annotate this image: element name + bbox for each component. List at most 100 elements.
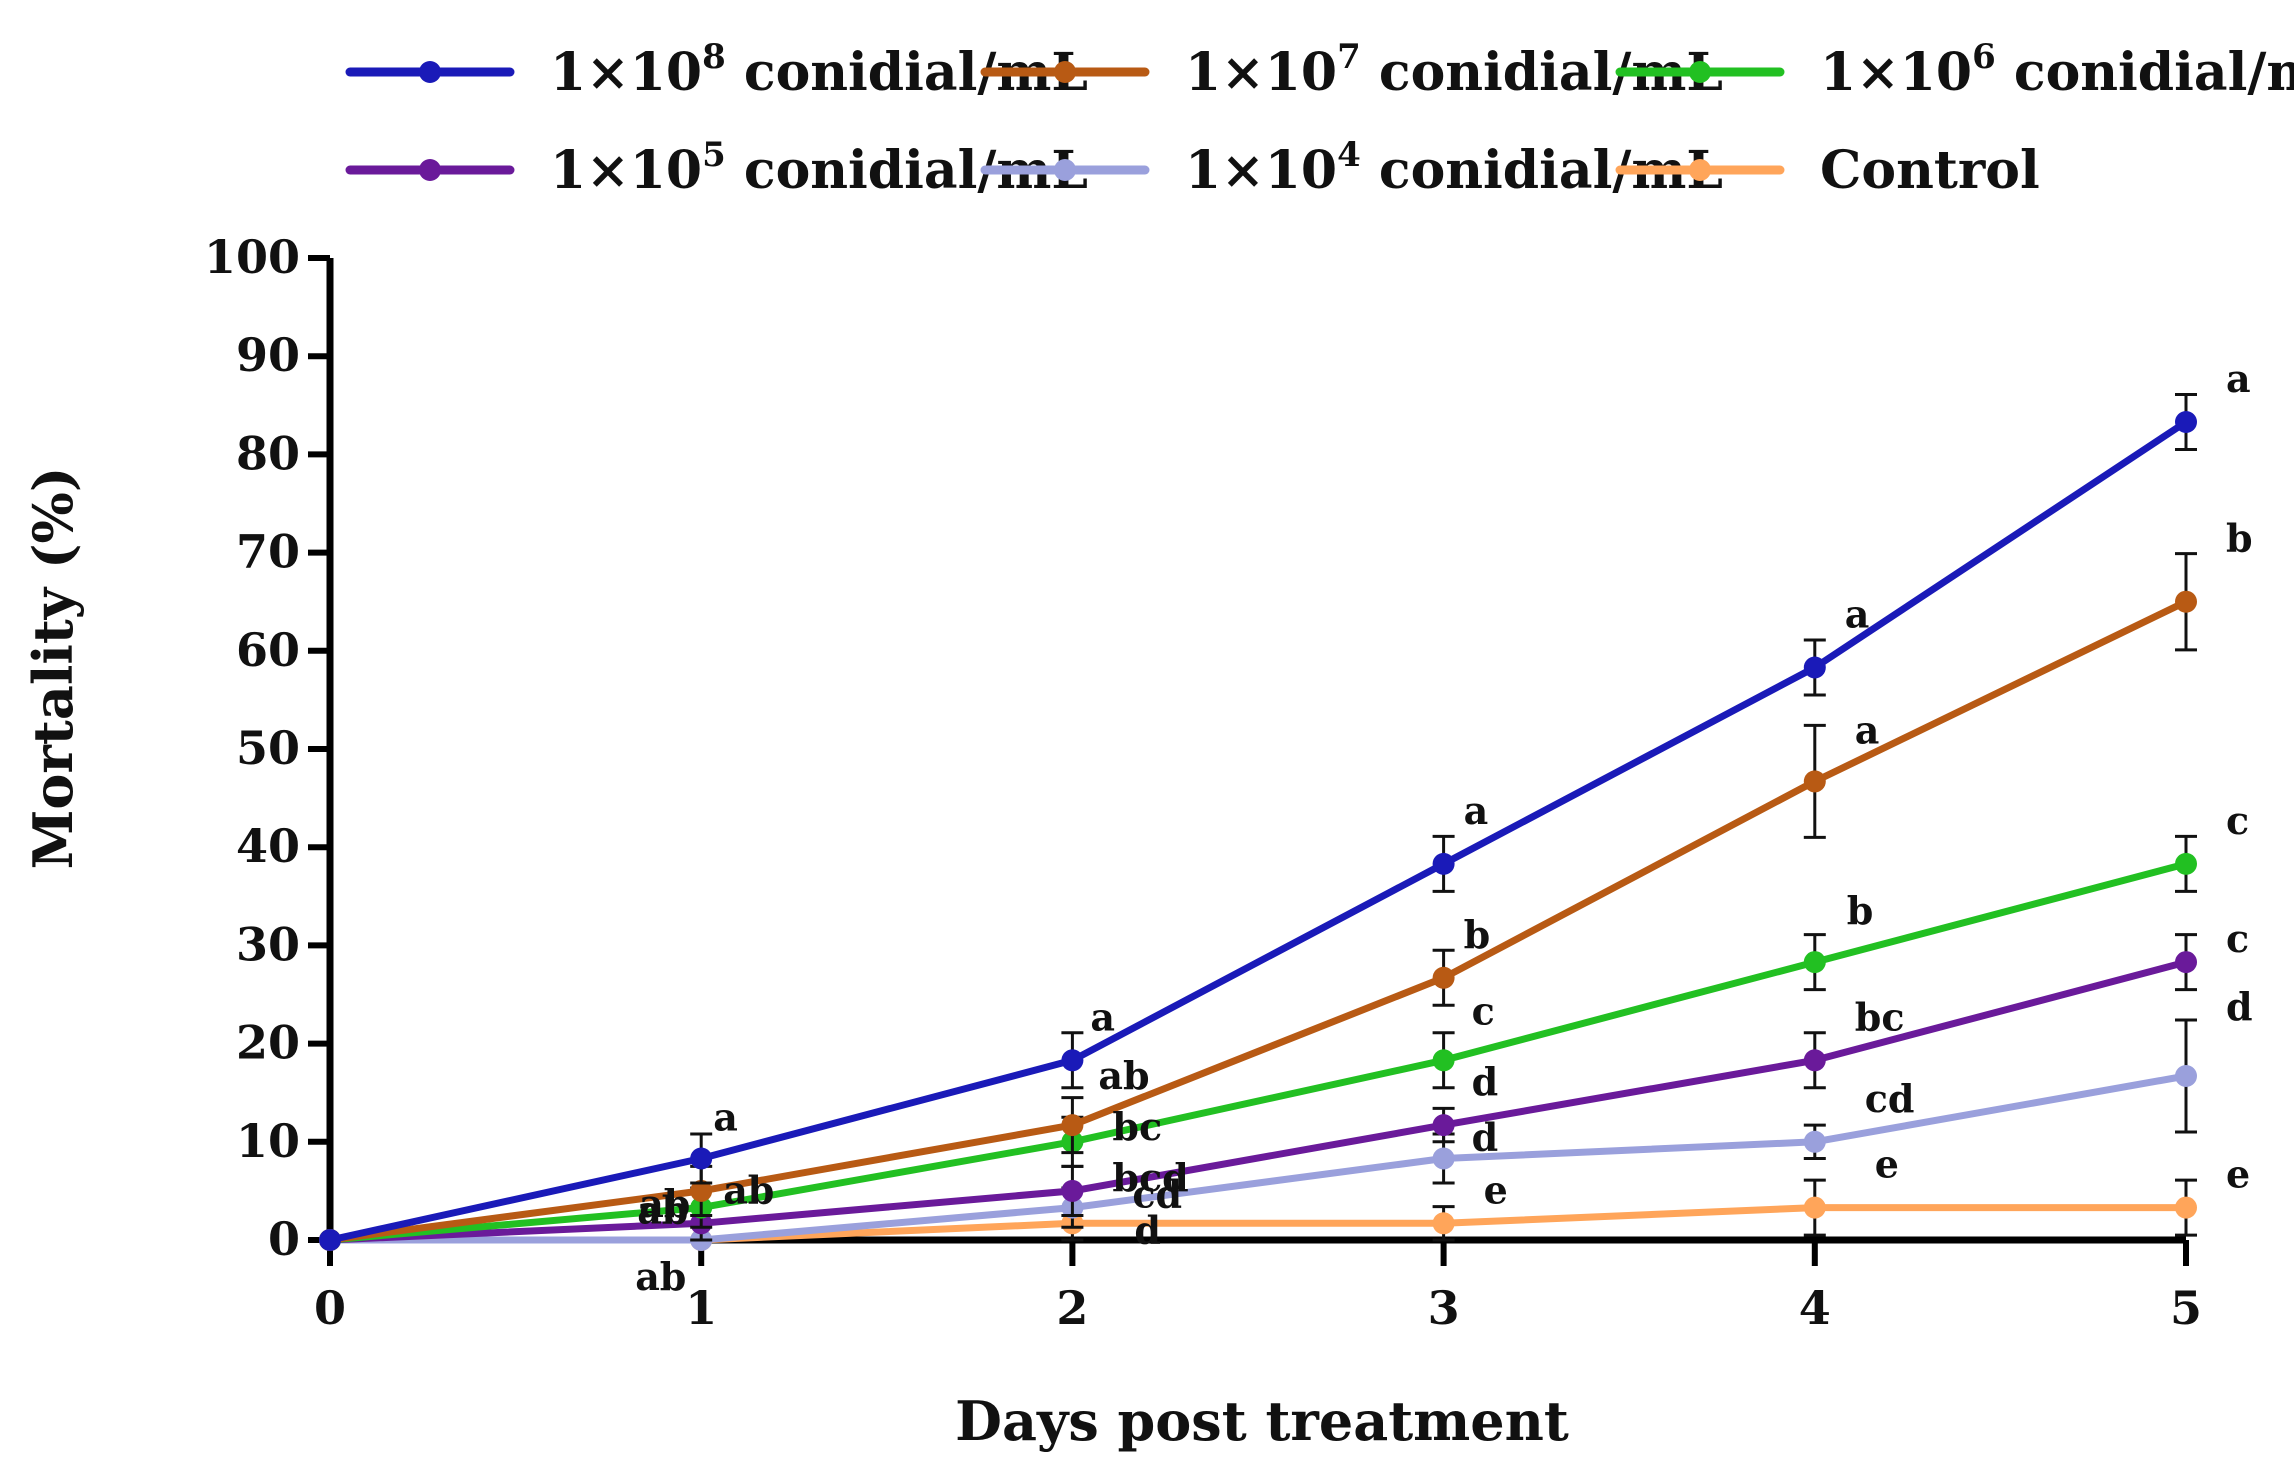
series-line bbox=[326, 860, 2190, 1244]
significance-label: bcd bbox=[1112, 1155, 1188, 1200]
significance-label: c bbox=[1472, 988, 1495, 1033]
series-2 bbox=[319, 552, 2197, 1251]
significance-label: bc bbox=[1112, 1104, 1162, 1149]
data-point bbox=[1061, 1049, 1084, 1072]
significance-label: d bbox=[1134, 1207, 1161, 1252]
significance-label: bc bbox=[1855, 994, 1905, 1039]
data-point bbox=[1061, 1179, 1084, 1202]
significance-label: b bbox=[1847, 888, 1874, 933]
data-point bbox=[2175, 1196, 2197, 1219]
data-point bbox=[1803, 770, 1826, 793]
significance-label: a bbox=[1855, 707, 1880, 752]
legend-label: Control bbox=[1820, 140, 2040, 201]
significance-label: e bbox=[2226, 1152, 2250, 1197]
legend-item-5: 1×104 conidial/mL bbox=[980, 135, 1723, 201]
significance-label: a bbox=[2226, 356, 2251, 401]
data-point bbox=[1432, 1147, 1455, 1170]
series-line bbox=[326, 1072, 2190, 1244]
significance-label: a bbox=[713, 1094, 738, 1139]
data-point bbox=[1432, 966, 1455, 989]
series-3 bbox=[319, 834, 2197, 1251]
significance-label: c bbox=[2226, 798, 2249, 843]
data-point bbox=[690, 1179, 713, 1202]
data-point bbox=[2175, 1065, 2197, 1088]
y-tick-label: 10 bbox=[236, 1114, 300, 1168]
x-tick-label: 4 bbox=[1799, 1281, 1831, 1335]
legend-swatch-marker bbox=[419, 159, 441, 181]
y-tick-label: 60 bbox=[236, 623, 300, 677]
legend-swatch-marker bbox=[1054, 61, 1076, 83]
significance-label: d bbox=[1472, 1114, 1499, 1159]
y-tick-label: 0 bbox=[268, 1212, 300, 1266]
significance-label: d bbox=[2226, 984, 2253, 1029]
legend-item-3: 1×106 conidial/mL bbox=[1615, 37, 2294, 103]
data-point bbox=[1432, 1049, 1455, 1072]
significance-label: ab bbox=[639, 1181, 690, 1226]
significance-label: c bbox=[2226, 916, 2249, 961]
significance-label: d bbox=[1472, 1059, 1499, 1104]
significance-label: ab bbox=[635, 1254, 686, 1299]
data-point bbox=[2175, 951, 2197, 974]
y-tick-label: 40 bbox=[236, 819, 300, 873]
significance-label: ab bbox=[637, 1187, 688, 1232]
x-axis-title: Days post treatment bbox=[955, 1389, 1569, 1453]
series-1 bbox=[319, 392, 2197, 1251]
legend-swatch-marker bbox=[1689, 61, 1711, 83]
data-point bbox=[1803, 1196, 1826, 1219]
significance-label: cd bbox=[1132, 1172, 1182, 1217]
legend-label: 1×105 conidial/mL bbox=[550, 135, 1088, 201]
data-point bbox=[1432, 1114, 1455, 1137]
y-tick-label: 50 bbox=[236, 721, 300, 775]
legend-swatch-marker bbox=[1054, 159, 1076, 181]
significance-label: cd bbox=[1865, 1076, 1915, 1121]
data-point bbox=[1803, 1130, 1826, 1153]
significance-label: e bbox=[1484, 1167, 1508, 1212]
significance-label: e bbox=[1875, 1142, 1899, 1187]
data-point bbox=[1061, 1114, 1084, 1137]
legend: 1×108 conidial/mL 1×107 conidial/mL 1×106 … bbox=[345, 37, 2294, 201]
legend-item-6: Control bbox=[1615, 140, 2040, 201]
legend-swatch-marker bbox=[419, 61, 441, 83]
series-lines bbox=[319, 392, 2197, 1251]
significance-label: ab bbox=[723, 1168, 774, 1213]
x-tick-label: 3 bbox=[1428, 1281, 1460, 1335]
data-point bbox=[1803, 951, 1826, 974]
data-point bbox=[1803, 656, 1826, 679]
significance-label: b bbox=[2226, 516, 2253, 561]
series-line bbox=[326, 418, 2190, 1244]
y-tick-label: 90 bbox=[236, 328, 300, 382]
y-tick-label: 20 bbox=[236, 1016, 300, 1070]
series-line bbox=[326, 598, 2190, 1244]
significance-label: a bbox=[1464, 788, 1489, 833]
significance-label: ab bbox=[1098, 1053, 1149, 1098]
data-point bbox=[690, 1147, 713, 1170]
x-tick-label: 2 bbox=[1056, 1281, 1088, 1335]
x-tick-label: 0 bbox=[314, 1281, 346, 1335]
data-point bbox=[319, 1229, 341, 1251]
significance-label: a bbox=[1845, 591, 1870, 636]
data-point bbox=[2175, 852, 2197, 875]
data-point bbox=[2175, 590, 2197, 613]
data-point bbox=[1803, 1049, 1826, 1072]
significance-label: a bbox=[1090, 994, 1115, 1039]
y-tick-label: 70 bbox=[236, 525, 300, 579]
series-line bbox=[326, 958, 2190, 1244]
y-axis-title: Mortality (%) bbox=[21, 467, 85, 870]
legend-item-2: 1×107 conidial/mL bbox=[980, 37, 1723, 103]
legend-label: 1×108 conidial/mL bbox=[550, 37, 1088, 103]
y-tick-label: 100 bbox=[204, 230, 300, 284]
y-tick-label: 80 bbox=[236, 426, 300, 480]
significance-label: b bbox=[1464, 912, 1491, 957]
legend-item-4: 1×105 conidial/mL bbox=[345, 135, 1088, 201]
y-tick-label: 30 bbox=[236, 917, 300, 971]
x-tick-label: 1 bbox=[685, 1281, 717, 1335]
legend-swatch-marker bbox=[1689, 159, 1711, 181]
axes: 0 10 20 30 40 50 60 70 80 90 100 0 1 2 3 4 5 bbox=[204, 230, 2202, 1335]
data-point bbox=[1432, 852, 1455, 875]
x-tick-label: 5 bbox=[2170, 1281, 2202, 1335]
legend-label: 1×106 conidial/mL bbox=[1820, 37, 2294, 103]
data-point bbox=[1432, 1212, 1455, 1235]
